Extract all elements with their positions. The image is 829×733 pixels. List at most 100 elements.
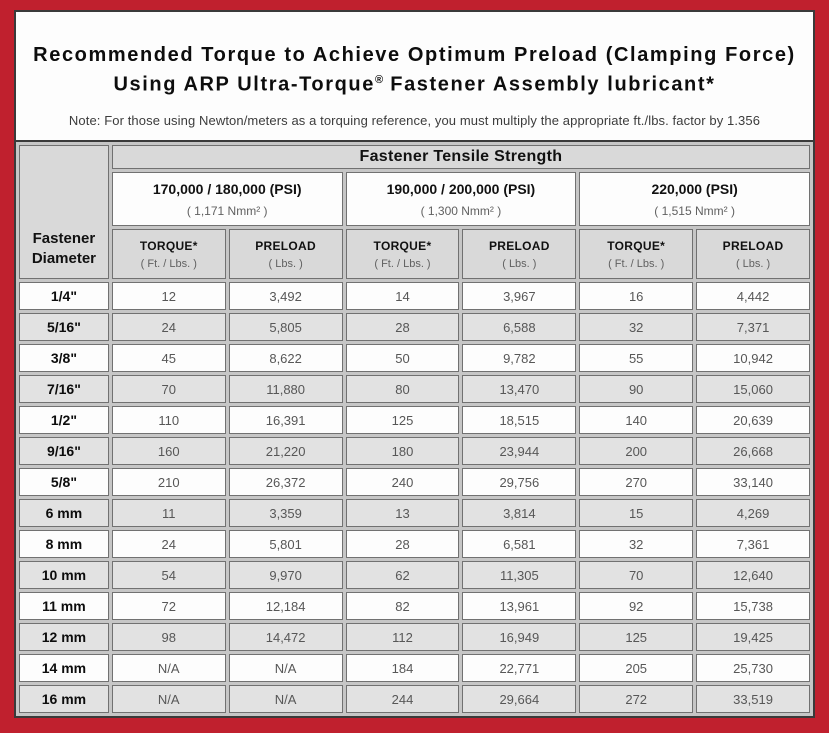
preload-value-cell: 4,269	[696, 499, 810, 527]
diameter-cell: 5/16"	[19, 313, 109, 341]
registered-trademark-symbol: ®	[374, 74, 384, 86]
content-frame: Recommended Torque to Achieve Optimum Pr…	[14, 10, 815, 718]
table-row: 6 mm 11 3,359 13 3,814 15 4,269	[19, 499, 810, 527]
preload-value-cell: 16,949	[462, 623, 577, 651]
preload-value-cell: 22,771	[462, 654, 577, 682]
torque-value-cell: 210	[111, 468, 226, 496]
torque-value-cell: 55	[579, 344, 694, 372]
torque-value-cell: N/A	[111, 654, 226, 682]
preload-value-cell: 21,220	[228, 437, 343, 465]
preload-value-cell: 29,756	[462, 468, 577, 496]
table-row: 16 mm N/A N/A 244 29,664 272 33,519	[19, 685, 810, 713]
preload-value-cell: 8,622	[228, 344, 343, 372]
preload-unit-label: ( Lbs. )	[735, 257, 771, 270]
torque-value-cell: 90	[579, 375, 694, 403]
torque-value-cell: 184	[345, 654, 460, 682]
preload-value-cell: 20,639	[696, 406, 810, 434]
torque-value-cell: 32	[579, 313, 694, 341]
torque-value-cell: 272	[579, 685, 694, 713]
preload-value-cell: 19,425	[696, 623, 810, 651]
preload-value-cell: 6,588	[462, 313, 577, 341]
torque-value-cell: 110	[111, 406, 226, 434]
torque-value-cell: 28	[345, 313, 460, 341]
torque-value-cell: N/A	[111, 685, 226, 713]
torque-value-cell: 125	[579, 623, 694, 651]
torque-unit-label: ( Ft. / Lbs. )	[374, 257, 431, 270]
torque-value-cell: 125	[345, 406, 460, 434]
torque-value-cell: 160	[111, 437, 226, 465]
torque-value-cell: 205	[579, 654, 694, 682]
torque-value-cell: 45	[111, 344, 226, 372]
preload-value-cell: 11,305	[462, 561, 577, 589]
preload-value-cell: 3,814	[462, 499, 577, 527]
torque-value-cell: 98	[111, 623, 226, 651]
preload-value-cell: 5,805	[228, 313, 343, 341]
torque-value-cell: 72	[111, 592, 226, 620]
preload-label: PRELOAD	[722, 238, 784, 253]
diameter-cell: 10 mm	[19, 561, 109, 589]
preload-value-cell: 3,492	[228, 282, 343, 310]
torque-value-cell: 50	[345, 344, 460, 372]
torque-value-cell: 200	[579, 437, 694, 465]
nmm-value: ( 1,171 Nmm² )	[186, 203, 268, 218]
torque-value-cell: 140	[579, 406, 694, 434]
fastener-diameter-header-line2: Diameter	[31, 250, 97, 267]
torque-value-cell: 180	[345, 437, 460, 465]
diameter-cell: 11 mm	[19, 592, 109, 620]
torque-value-cell: 28	[345, 530, 460, 558]
table-row: 5/8" 210 26,372 240 29,756 270 33,140	[19, 468, 810, 496]
torque-value-cell: 14	[345, 282, 460, 310]
diameter-cell: 7/16"	[19, 375, 109, 403]
psi-group-190-200: 190,000 / 200,000 (PSI) ( 1,300 Nmm² )	[345, 172, 577, 226]
preload-value-cell: 12,184	[228, 592, 343, 620]
torque-value-cell: 82	[345, 592, 460, 620]
preload-value-cell: N/A	[228, 654, 343, 682]
diameter-cell: 9/16"	[19, 437, 109, 465]
table-row: 1/2" 110 16,391 125 18,515 140 20,639	[19, 406, 810, 434]
preload-value-cell: 26,668	[696, 437, 810, 465]
torque-value-cell: 11	[111, 499, 226, 527]
preload-column-header: PRELOAD ( Lbs. )	[228, 229, 343, 279]
preload-value-cell: 15,060	[696, 375, 810, 403]
psi-group-170-180: 170,000 / 180,000 (PSI) ( 1,171 Nmm² )	[111, 172, 343, 226]
diameter-cell: 14 mm	[19, 654, 109, 682]
preload-value-cell: 26,372	[228, 468, 343, 496]
preload-unit-label: ( Lbs. )	[268, 257, 303, 270]
torque-value-cell: 70	[111, 375, 226, 403]
torque-value-cell: 32	[579, 530, 694, 558]
nmm-value: ( 1,300 Nmm² )	[420, 203, 502, 218]
preload-value-cell: 18,515	[462, 406, 577, 434]
torque-value-cell: 244	[345, 685, 460, 713]
preload-value-cell: 14,472	[228, 623, 343, 651]
preload-value-cell: N/A	[228, 685, 343, 713]
table-row: 11 mm 72 12,184 82 13,961 92 15,738	[19, 592, 810, 620]
torque-value-cell: 12	[111, 282, 226, 310]
preload-value-cell: 9,970	[228, 561, 343, 589]
table-row: 7/16" 70 11,880 80 13,470 90 15,060	[19, 375, 810, 403]
preload-column-header: PRELOAD ( Lbs. )	[696, 229, 810, 279]
table-row: 9/16" 160 21,220 180 23,944 200 26,668	[19, 437, 810, 465]
torque-value-cell: 24	[111, 313, 226, 341]
torque-value-cell: 62	[345, 561, 460, 589]
psi-group-220: 220,000 (PSI) ( 1,515 Nmm² )	[579, 172, 810, 226]
table-row: 12 mm 98 14,472 112 16,949 125 19,425	[19, 623, 810, 651]
title-line2-suffix: Fastener Assembly lubricant*	[383, 73, 716, 96]
torque-unit-label: ( Ft. / Lbs. )	[608, 257, 665, 270]
psi-value: 190,000 / 200,000 (PSI)	[386, 180, 536, 197]
torque-value-cell: 15	[579, 499, 694, 527]
preload-value-cell: 13,470	[462, 375, 577, 403]
tensile-strength-header: Fastener Tensile Strength	[111, 145, 810, 169]
preload-value-cell: 23,944	[462, 437, 577, 465]
preload-value-cell: 4,442	[696, 282, 810, 310]
preload-value-cell: 29,664	[462, 685, 577, 713]
preload-value-cell: 25,730	[696, 654, 810, 682]
torque-value-cell: 16	[579, 282, 694, 310]
torque-value-cell: 70	[579, 561, 694, 589]
table-row: 8 mm 24 5,801 28 6,581 32 7,361	[19, 530, 810, 558]
torque-column-header: TORQUE* ( Ft. / Lbs. )	[579, 229, 694, 279]
table-row: 10 mm 54 9,970 62 11,305 70 12,640	[19, 561, 810, 589]
preload-label: PRELOAD	[488, 238, 550, 253]
torque-value-cell: 54	[111, 561, 226, 589]
diameter-cell: 16 mm	[19, 685, 109, 713]
table-body: 1/4" 12 3,492 14 3,967 16 4,442 5/16" 24 5,805 28 6…	[19, 282, 810, 713]
